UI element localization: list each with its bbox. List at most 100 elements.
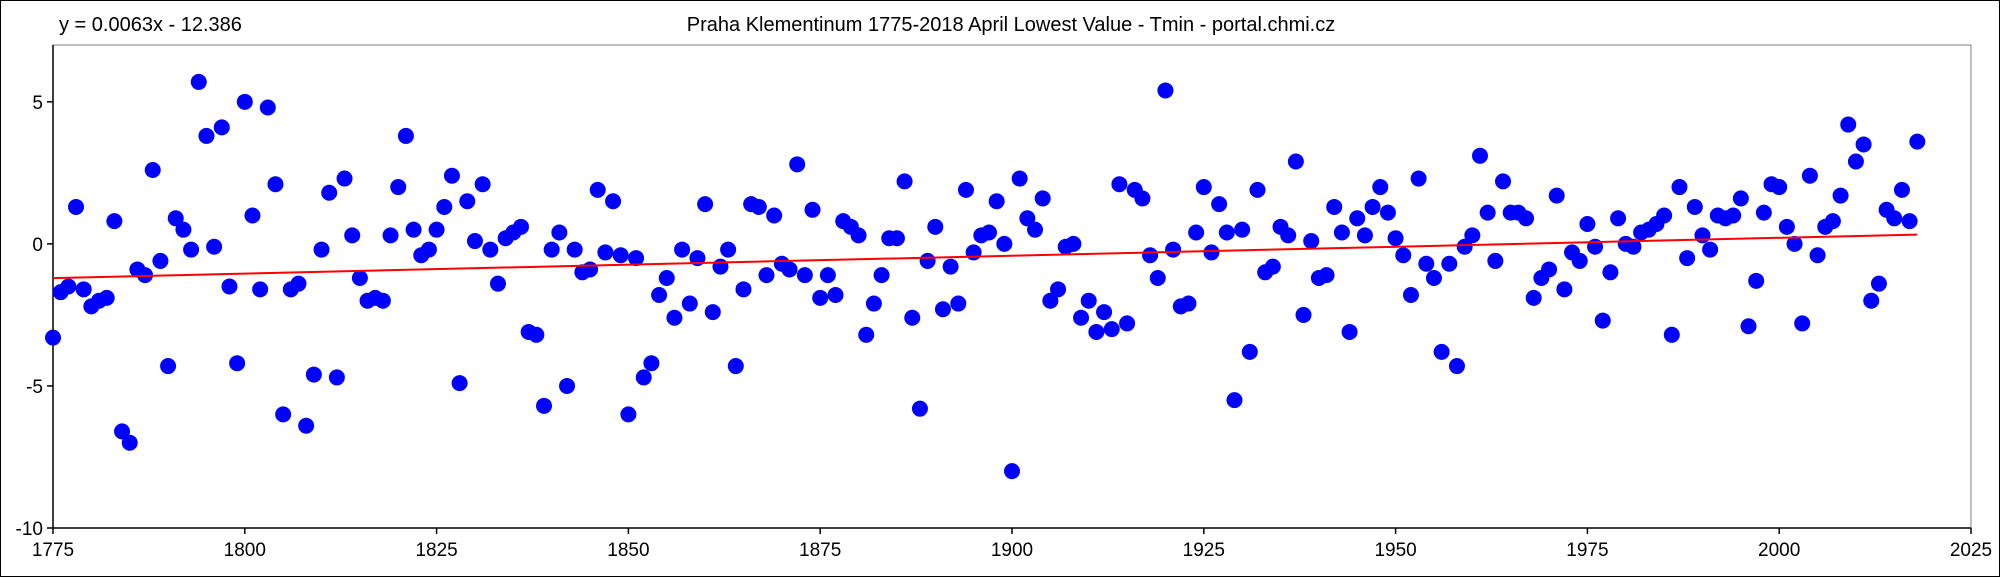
- data-point: [1456, 238, 1473, 255]
- data-point: [436, 198, 453, 215]
- data-point: [397, 127, 414, 144]
- data-point: [198, 127, 215, 144]
- data-point: [1234, 221, 1251, 238]
- data-point: [1149, 269, 1166, 286]
- data-point: [934, 301, 951, 318]
- data-point: [758, 267, 775, 284]
- data-point: [789, 156, 806, 173]
- data-point: [275, 406, 292, 423]
- data-point: [1855, 136, 1872, 153]
- data-point: [1556, 281, 1573, 298]
- data-point: [244, 207, 261, 224]
- data-point: [1395, 247, 1412, 264]
- trend-equation: y = 0.0063x - 12.386: [59, 14, 242, 36]
- data-point: [1264, 258, 1281, 275]
- data-point: [1088, 323, 1105, 340]
- data-point: [1425, 269, 1442, 286]
- data-point: [405, 221, 422, 238]
- data-point: [1702, 241, 1719, 258]
- data-point: [1594, 312, 1611, 329]
- data-point: [390, 179, 407, 196]
- data-point: [566, 241, 583, 258]
- data-point: [1019, 210, 1036, 227]
- trendline: [52, 233, 1918, 280]
- data-point: [1142, 247, 1159, 264]
- data-point: [766, 207, 783, 224]
- data-point: [336, 170, 353, 187]
- data-point: [904, 309, 921, 326]
- data-point: [850, 227, 867, 244]
- x-tick-label: 1875: [799, 540, 841, 561]
- data-point: [512, 218, 529, 235]
- data-point: [1771, 179, 1788, 196]
- data-point: [1471, 147, 1488, 164]
- data-point: [1679, 250, 1696, 267]
- data-points: [45, 73, 1926, 480]
- data-point: [988, 193, 1005, 210]
- data-point: [482, 241, 499, 258]
- data-point: [1318, 267, 1335, 284]
- trendline-group: [52, 233, 1918, 280]
- data-point: [183, 241, 200, 258]
- data-point: [704, 304, 721, 321]
- data-point: [466, 233, 483, 250]
- data-point: [1725, 207, 1742, 224]
- data-point: [344, 227, 361, 244]
- data-point: [351, 269, 368, 286]
- data-point: [1111, 176, 1128, 193]
- data-point: [1042, 292, 1059, 309]
- data-point: [451, 375, 468, 392]
- data-point: [1341, 323, 1358, 340]
- data-point: [152, 252, 169, 269]
- data-point: [1011, 170, 1028, 187]
- data-point: [1625, 238, 1642, 255]
- data-point: [443, 167, 460, 184]
- data-point: [896, 173, 913, 190]
- data-point: [382, 227, 399, 244]
- data-point: [1402, 287, 1419, 304]
- data-point: [1732, 190, 1749, 207]
- data-point: [942, 258, 959, 275]
- data-point: [305, 366, 322, 383]
- data-point: [1027, 221, 1044, 238]
- data-point: [229, 355, 246, 372]
- data-point: [1073, 309, 1090, 326]
- data-point: [1518, 210, 1535, 227]
- data-point: [114, 423, 131, 440]
- data-point: [106, 213, 123, 230]
- axes: 1775 1800 1825 1850 1875 1900 1925 1950 1975 2000…: [16, 44, 1992, 561]
- data-point: [911, 400, 928, 417]
- data-point: [1119, 315, 1136, 332]
- chart-title: Praha Klementinum 1775-2018 April Lowest…: [687, 14, 1335, 36]
- data-point: [888, 230, 905, 247]
- data-point: [144, 162, 161, 179]
- x-tick-label: 2000: [1758, 540, 1800, 561]
- data-point: [965, 244, 982, 261]
- data-point: [1548, 187, 1565, 204]
- data-point: [1525, 289, 1542, 306]
- data-point: [206, 238, 223, 255]
- data-point: [1188, 224, 1205, 241]
- data-point: [666, 309, 683, 326]
- data-point: [1479, 204, 1496, 221]
- data-point: [1387, 230, 1404, 247]
- data-point: [658, 269, 675, 286]
- data-point: [1541, 261, 1558, 278]
- data-point: [750, 198, 767, 215]
- data-point: [1134, 190, 1151, 207]
- data-point: [1218, 224, 1235, 241]
- x-tick-label: 1925: [1183, 540, 1225, 561]
- data-point: [160, 358, 177, 375]
- data-point: [1356, 227, 1373, 244]
- data-point: [1610, 210, 1627, 227]
- data-point: [259, 99, 276, 116]
- data-point: [45, 329, 61, 346]
- data-point: [1495, 173, 1512, 190]
- data-point: [1832, 187, 1849, 204]
- y-tick-label: 5: [32, 93, 43, 114]
- data-point: [1801, 167, 1818, 184]
- data-point: [1379, 204, 1396, 221]
- data-point: [459, 193, 476, 210]
- data-point: [474, 176, 491, 193]
